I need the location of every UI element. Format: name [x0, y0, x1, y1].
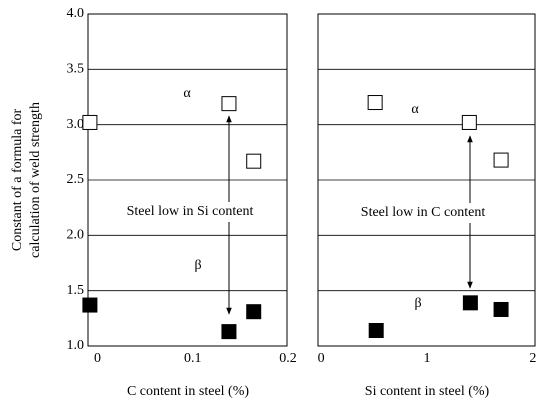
x-tick-label: 0.1	[184, 351, 202, 366]
marker	[82, 297, 98, 313]
y-axis-label: Constant of a formula for	[10, 109, 25, 252]
marker	[493, 152, 509, 168]
marker	[462, 295, 478, 311]
y-tick-label: 3.0	[67, 117, 85, 132]
annotation: β	[194, 258, 201, 273]
marker	[368, 323, 384, 339]
marker	[367, 95, 383, 111]
annotation: α	[183, 86, 191, 101]
marker	[461, 114, 477, 130]
marker	[221, 96, 237, 112]
marker	[221, 324, 237, 340]
annotation: α	[411, 102, 419, 117]
y-tick-label: 1.5	[67, 283, 85, 298]
annotation: Steel low in Si content	[127, 204, 254, 219]
y-tick-label: 4.0	[67, 6, 85, 21]
annotation-bg	[341, 203, 505, 223]
annotation: Steel low in C content	[361, 205, 486, 220]
marker	[82, 114, 98, 130]
marker	[493, 301, 509, 317]
x-tick-label: 2	[529, 351, 536, 366]
x-axis-label: C content in steel (%)	[127, 384, 249, 399]
annotation: β	[414, 296, 421, 311]
marker	[246, 304, 262, 320]
x-tick-label: 0.2	[279, 351, 297, 366]
annotation-bg	[108, 202, 272, 222]
y-axis-label: calculation of weld strength	[28, 102, 43, 258]
marker	[246, 153, 262, 169]
y-tick-label: 3.5	[67, 62, 85, 77]
x-tick-label: 1	[424, 351, 431, 366]
y-tick-label: 1.0	[67, 338, 85, 353]
y-tick-label: 2.0	[67, 228, 85, 243]
x-axis-label: Si content in steel (%)	[365, 384, 490, 399]
y-tick-label: 2.5	[67, 172, 85, 187]
x-tick-label: 0	[318, 351, 325, 366]
x-tick-label: 0	[94, 351, 101, 366]
